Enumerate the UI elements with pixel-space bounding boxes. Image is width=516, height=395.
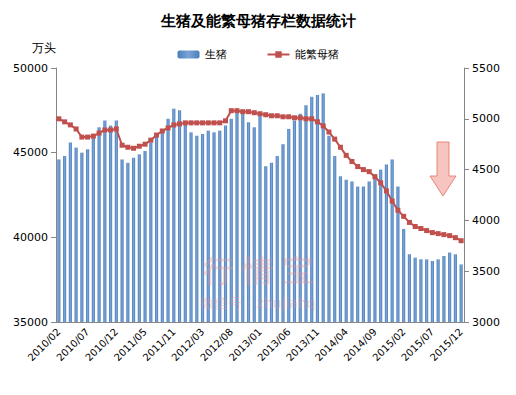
svg-text:2014/09: 2014/09 — [341, 326, 379, 364]
svg-text:45000: 45000 — [13, 146, 48, 159]
svg-text:2015/12: 2015/12 — [428, 326, 465, 363]
svg-text:2014/04: 2014/04 — [313, 326, 351, 364]
svg-text:2012/08: 2012/08 — [198, 326, 236, 364]
svg-text:5500: 5500 — [472, 62, 500, 75]
svg-text:5000: 5000 — [472, 112, 500, 125]
svg-text:4500: 4500 — [472, 163, 500, 176]
svg-text:2012/03: 2012/03 — [169, 326, 207, 364]
svg-text:万头: 万头 — [32, 41, 56, 55]
svg-text:能繁母猪: 能繁母猪 — [295, 48, 339, 61]
svg-text:行 情 宝: 行 情 宝 — [202, 253, 314, 288]
svg-text:生猪及能繁母猪存栏数据统计: 生猪及能繁母猪存栏数据统计 — [160, 12, 356, 30]
svg-text:4000: 4000 — [472, 214, 500, 227]
svg-text:微信号：zhujiahq: 微信号：zhujiahq — [200, 295, 315, 311]
svg-text:40000: 40000 — [13, 231, 48, 244]
svg-text:2010/12: 2010/12 — [83, 326, 121, 364]
svg-text:生猪: 生猪 — [205, 48, 227, 61]
svg-text:2013/11: 2013/11 — [284, 326, 322, 364]
svg-text:50000: 50000 — [13, 62, 48, 75]
svg-text:2010/07: 2010/07 — [54, 326, 92, 364]
svg-text:2015/07: 2015/07 — [399, 326, 437, 364]
svg-text:3500: 3500 — [472, 265, 500, 278]
svg-text:3000: 3000 — [472, 316, 500, 329]
svg-text:2011/11: 2011/11 — [140, 326, 178, 364]
svg-text:2015/02: 2015/02 — [370, 326, 408, 364]
svg-text:2011/05: 2011/05 — [111, 326, 149, 364]
svg-text:2010/02: 2010/02 — [25, 326, 63, 364]
svg-text:2013/06: 2013/06 — [255, 326, 293, 364]
svg-text:2013/01: 2013/01 — [226, 326, 264, 364]
svg-text:35000: 35000 — [13, 316, 48, 329]
